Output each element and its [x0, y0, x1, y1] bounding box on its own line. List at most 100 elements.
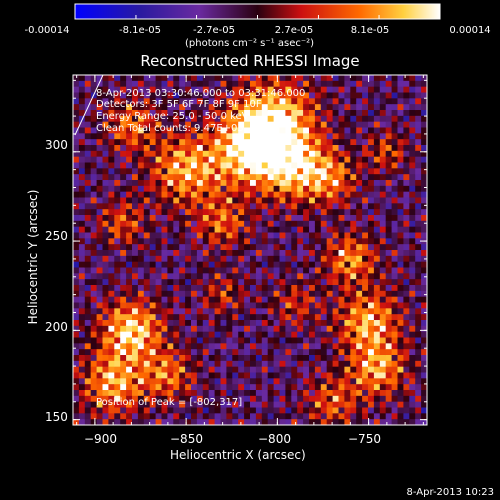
- heatmap-cell: [385, 360, 392, 368]
- heatmap-cell: [126, 220, 133, 228]
- heatmap-cell: [285, 255, 292, 263]
- heatmap-cell: [108, 325, 115, 333]
- heatmap-cell: [279, 80, 286, 88]
- heatmap-cell: [255, 226, 263, 233]
- heatmap-cell: [102, 331, 109, 338]
- heatmap-cell: [208, 366, 215, 373]
- heatmap-cell: [132, 232, 139, 239]
- heatmap-cell: [137, 232, 145, 239]
- heatmap-cell: [114, 314, 121, 321]
- heatmap-cell: [267, 255, 274, 263]
- heatmap-cell: [108, 360, 115, 368]
- heatmap-cell: [320, 308, 328, 315]
- heatmap-cell: [362, 98, 369, 105]
- heatmap-cell: [421, 390, 428, 397]
- heatmap-cell: [208, 413, 215, 420]
- heatmap-cell: [90, 168, 97, 175]
- heatmap-cell: [214, 325, 221, 333]
- heatmap-cell: [332, 191, 339, 198]
- heatmap-cell: [291, 80, 298, 88]
- heatmap-cell: [273, 395, 280, 403]
- heatmap-cell: [96, 378, 103, 385]
- heatmap-cell: [132, 384, 139, 391]
- heatmap-cell: [385, 168, 392, 175]
- heatmap-cell: [291, 197, 298, 204]
- heatmap-cell: [202, 372, 210, 379]
- heatmap-cell: [250, 215, 257, 222]
- heatmap-cell: [344, 220, 351, 228]
- heatmap-cell: [267, 279, 274, 286]
- heatmap-cell: [273, 215, 280, 222]
- heatmap-cell: [379, 174, 387, 181]
- heatmap-cell: [362, 180, 369, 187]
- heatmap-cell: [137, 185, 145, 193]
- heatmap-cell: [326, 296, 333, 303]
- heatmap-cell: [102, 267, 109, 274]
- heatmap-cell: [373, 349, 381, 356]
- heatmap-cell: [78, 75, 86, 82]
- heatmap-cell: [373, 244, 381, 251]
- heatmap-cell: [149, 110, 156, 117]
- heatmap-cell: [90, 384, 97, 391]
- heatmap-cell: [191, 285, 198, 292]
- heatmap-cell: [285, 267, 292, 274]
- heatmap-cell: [379, 121, 387, 128]
- heatmap-cell: [332, 273, 339, 280]
- heatmap-cell: [409, 185, 416, 193]
- heatmap-cell: [279, 378, 286, 385]
- heatmap-cell: [108, 401, 115, 408]
- heatmap-cell: [415, 185, 422, 193]
- heatmap-cell: [214, 349, 221, 356]
- heatmap-cell: [297, 308, 304, 315]
- heatmap-cell: [161, 308, 168, 315]
- heatmap-cell: [143, 185, 151, 193]
- heatmap-cell: [202, 197, 210, 204]
- heatmap-cell: [279, 290, 286, 298]
- heatmap-cell: [332, 395, 339, 403]
- heatmap-cell: [403, 209, 410, 216]
- heatmap-cell: [167, 261, 174, 268]
- heatmap-cell: [261, 92, 269, 99]
- heatmap-cell: [326, 145, 333, 152]
- heatmap-cell: [84, 378, 92, 385]
- heatmap-cell: [108, 378, 115, 385]
- heatmap-cell: [332, 232, 339, 239]
- heatmap-cell: [415, 92, 422, 99]
- heatmap-cell: [273, 75, 280, 82]
- heatmap-cell: [90, 209, 97, 216]
- heatmap-cell: [185, 156, 192, 163]
- heatmap-cell: [303, 115, 310, 123]
- heatmap-cell: [108, 127, 115, 134]
- heatmap-cell: [143, 133, 151, 140]
- heatmap-cell: [196, 325, 204, 333]
- heatmap-cell: [173, 244, 180, 251]
- heatmap-cell: [78, 314, 86, 321]
- heatmap-cell: [173, 110, 180, 117]
- heatmap-cell: [191, 261, 198, 268]
- heatmap-cell: [73, 320, 80, 327]
- heatmap-cell: [303, 104, 310, 111]
- heatmap-cell: [344, 366, 351, 373]
- heatmap-cell: [226, 215, 233, 222]
- heatmap-cell: [267, 238, 274, 245]
- heatmap-cell: [373, 407, 381, 414]
- heatmap-cell: [196, 244, 204, 251]
- heatmap-cell: [149, 244, 156, 251]
- heatmap-cell: [255, 355, 263, 362]
- heatmap-cell: [173, 226, 180, 233]
- heatmap-cell: [273, 314, 280, 321]
- heatmap-cell: [267, 139, 274, 146]
- heatmap-cell: [279, 133, 286, 140]
- heatmap-cell: [143, 127, 151, 134]
- heatmap-cell: [285, 75, 292, 82]
- heatmap-cell: [232, 197, 239, 204]
- heatmap-cell: [173, 168, 180, 175]
- heatmap-cell: [344, 302, 351, 309]
- y-tick-label-250: 250: [45, 229, 68, 243]
- heatmap-cell: [344, 314, 351, 321]
- heatmap-cell: [202, 185, 210, 193]
- heatmap-cell: [185, 325, 192, 333]
- heatmap-cell: [368, 145, 375, 152]
- heatmap-cell: [196, 98, 204, 105]
- heatmap-cell: [255, 343, 263, 350]
